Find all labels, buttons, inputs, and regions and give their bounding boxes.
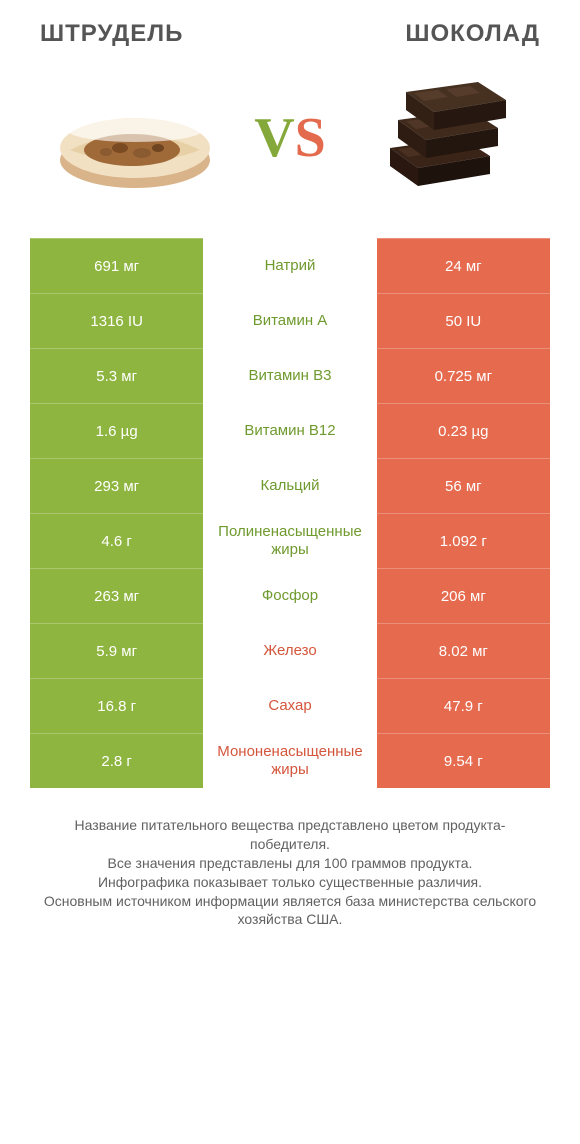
table-row: 263 мгФосфор206 мг [30,568,550,623]
right-value: 0.725 мг [377,348,550,403]
table-row: 2.8 гМононенасыщенные жиры9.54 г [30,733,550,788]
nutrient-label: Фосфор [203,568,376,623]
table-row: 4.6 гПолиненасыщенные жиры1.092 г [30,513,550,568]
right-value: 9.54 г [377,733,550,788]
right-value: 206 мг [377,568,550,623]
left-value: 4.6 г [30,513,203,568]
nutrient-label: Витамин A [203,293,376,348]
left-title: ШТРУДЕЛЬ [40,20,183,48]
nutrient-label: Мононенасыщенные жиры [203,733,376,788]
table-row: 1316 IUВитамин A50 IU [30,293,550,348]
strudel-icon [50,68,220,208]
right-title: ШОКОЛАД [405,20,540,48]
nutrient-label: Полиненасыщенные жиры [203,513,376,568]
nutrient-label: Кальций [203,458,376,513]
right-value: 1.092 г [377,513,550,568]
left-value: 1316 IU [30,293,203,348]
nutrient-label: Витамин B3 [203,348,376,403]
right-value: 8.02 мг [377,623,550,678]
nutrient-label: Натрий [203,238,376,293]
vs-s: S [295,107,326,169]
left-value: 5.3 мг [30,348,203,403]
left-value: 16.8 г [30,678,203,733]
header: ШТРУДЕЛЬ ШОКОЛАД [30,20,550,58]
right-value: 24 мг [377,238,550,293]
left-value: 691 мг [30,238,203,293]
table-row: 293 мгКальций56 мг [30,458,550,513]
table-row: 5.3 мгВитамин B30.725 мг [30,348,550,403]
left-value: 263 мг [30,568,203,623]
left-value: 5.9 мг [30,623,203,678]
left-value: 293 мг [30,458,203,513]
nutrient-label: Железо [203,623,376,678]
right-value: 0.23 µg [377,403,550,458]
table-row: 691 мгНатрий24 мг [30,238,550,293]
vs-v: V [254,107,294,169]
images-row: VS [30,58,550,238]
nutrient-label: Сахар [203,678,376,733]
vs-label: VS [254,106,326,170]
table-row: 1.6 µgВитамин B120.23 µg [30,403,550,458]
footnote: Название питательного вещества представл… [30,816,550,929]
right-value: 50 IU [377,293,550,348]
table-row: 5.9 мгЖелезо8.02 мг [30,623,550,678]
left-value: 1.6 µg [30,403,203,458]
nutrient-label: Витамин B12 [203,403,376,458]
table-row: 16.8 гСахар47.9 г [30,678,550,733]
right-value: 47.9 г [377,678,550,733]
right-value: 56 мг [377,458,550,513]
left-value: 2.8 г [30,733,203,788]
nutrient-table: 691 мгНатрий24 мг1316 IUВитамин A50 IU5.… [30,238,550,788]
chocolate-icon [360,68,530,208]
